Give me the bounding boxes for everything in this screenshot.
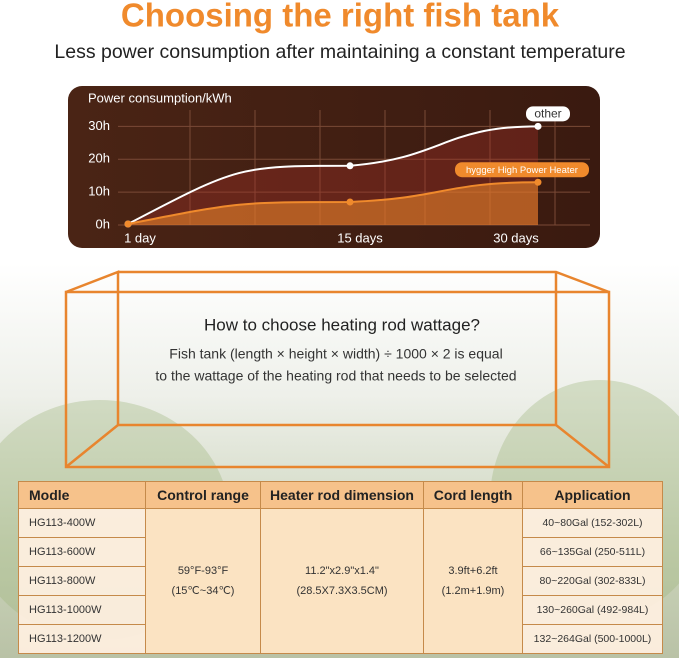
cell-line: (15℃~34℃) (171, 585, 235, 597)
point (534, 122, 542, 130)
spec-table: Modle Control range Heater rod dimension… (18, 481, 663, 654)
cord: 3.9ft+6.2ft (1.2m+1.9m) (423, 508, 523, 654)
cell-line: 11.2"x2.9"x1.4" (305, 565, 379, 577)
point (124, 220, 132, 228)
x-tick-label: 1 day (124, 230, 156, 245)
title: Choosing the right fish tank (121, 0, 560, 34)
header-cell: Cord length (423, 481, 523, 509)
legend-label: hygger High Power Heater (466, 165, 578, 176)
model: HG113-1000W (18, 595, 146, 625)
header-cell: Control range (145, 481, 261, 509)
dimension: 11.2"x2.9"x1.4" (28.5X7.3X3.5CM) (260, 508, 424, 654)
model: HG113-600W (18, 537, 146, 567)
subtitle: Less power consumption after maintaining… (54, 41, 625, 63)
point (346, 198, 354, 206)
tank-outline (64, 270, 611, 469)
cell-line: 3.9ft+6.2ft (448, 565, 498, 577)
x-tick-label: 15 days (337, 230, 383, 245)
control-range: 59°F-93°F (15℃~34℃) (145, 508, 261, 654)
header-cell: Application (522, 481, 663, 509)
legend-box (526, 106, 570, 122)
y-axis-title: Power consumption/kWh (88, 90, 232, 105)
x-tick-label: 30 days (493, 230, 539, 245)
y-tick-label: 30h (88, 118, 110, 133)
header-cell: Modle (18, 481, 146, 509)
application: 66~135Gal (250-511L) (522, 537, 663, 567)
application: 40~80Gal (152-302L) (522, 508, 663, 538)
application: 80~220Gal (302-833L) (522, 566, 663, 596)
tank-line: to the wattage of the heating rod that n… (155, 368, 516, 384)
application: 132~264Gal (500-1000L) (522, 624, 663, 654)
cell-line: (28.5X7.3X3.5CM) (296, 585, 388, 597)
legend-box (455, 162, 589, 178)
header-cell: Heater rod dimension (260, 481, 424, 509)
cell-line: 59°F-93°F (177, 565, 229, 577)
y-tick-label: 0h (96, 216, 110, 231)
model: HG113-1200W (18, 624, 146, 654)
y-tick-label: 20h (88, 151, 110, 166)
y-tick-label: 10h (88, 184, 110, 199)
tank-title: How to choose heating rod wattage? (204, 315, 480, 334)
legend-label: other (534, 106, 561, 120)
tank-line: Fish tank (length × height × width) ÷ 10… (169, 346, 502, 362)
point (346, 162, 354, 170)
model: HG113-400W (18, 508, 146, 538)
model: HG113-800W (18, 566, 146, 596)
point (534, 178, 542, 186)
application: 130~260Gal (492-984L) (522, 595, 663, 625)
cell-line: (1.2m+1.9m) (441, 585, 505, 597)
